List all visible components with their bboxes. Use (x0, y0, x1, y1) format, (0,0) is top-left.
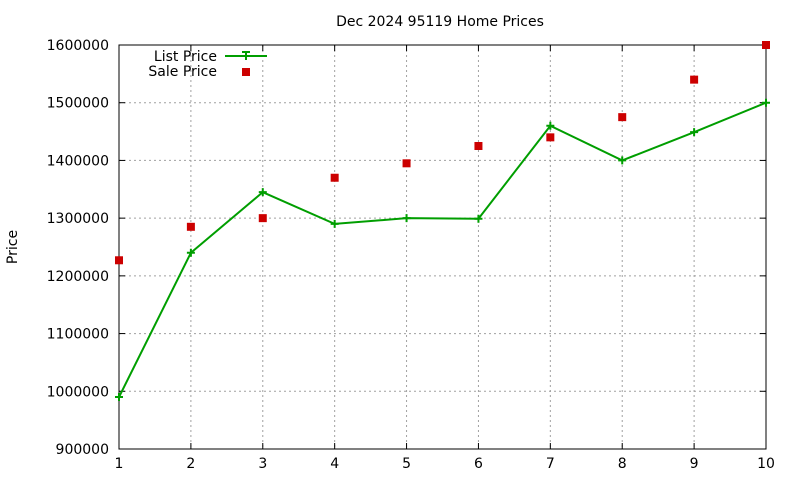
sale-price-point (762, 41, 770, 49)
sale-price-point (258, 214, 267, 223)
axis-ticks: 1 2 3 4 5 6 7 8 9 10 900000 1000000 1100000 1200000 13… (47, 38, 775, 472)
y-tick-label: 900000 (56, 442, 109, 458)
y-tick-label: 1500000 (47, 96, 109, 112)
x-tick-label: 5 (402, 456, 411, 472)
sale-price-point (186, 222, 195, 231)
x-tick-label: 2 (186, 456, 195, 472)
legend-label-list-price: List Price (154, 49, 217, 65)
list-price-point (618, 156, 627, 165)
x-tick-label: 9 (690, 456, 699, 472)
legend: List Price Sale Price (148, 49, 267, 80)
y-axis-label: Price (5, 230, 21, 264)
grid (119, 45, 766, 449)
legend-marker-sale-price (242, 68, 250, 76)
sale-price-point (115, 256, 123, 265)
list-price-point (474, 214, 483, 223)
list-price-point (258, 188, 267, 197)
sale-price-point (330, 173, 339, 182)
list-price-point (546, 121, 555, 130)
chart-title: Dec 2024 95119 Home Prices (336, 14, 544, 30)
x-tick-label: 3 (258, 456, 267, 472)
series-line-list-price (118, 101, 767, 398)
y-tick-label: 1300000 (47, 211, 109, 227)
y-tick-label: 1100000 (47, 327, 109, 343)
y-tick-label: 1600000 (47, 38, 109, 54)
list-price-point (690, 128, 699, 137)
sale-price-point (618, 113, 627, 122)
x-tick-label: 7 (546, 456, 555, 472)
sale-price-point (474, 142, 483, 150)
y-tick-label: 1000000 (47, 384, 109, 400)
plot-frame (118, 44, 767, 450)
x-tick-label: 6 (474, 456, 483, 472)
list-price-point (186, 248, 195, 257)
legend-marker-list-price (242, 51, 250, 60)
sale-price-point (546, 133, 555, 142)
x-tick-label: 1 (115, 456, 124, 472)
sale-price-point (690, 75, 699, 84)
list-price-point (762, 98, 770, 107)
y-tick-label: 1200000 (47, 269, 109, 285)
list-price-point (402, 214, 411, 223)
sale-price-point (402, 159, 411, 168)
y-tick-label: 1400000 (47, 153, 109, 169)
x-tick-label: 4 (330, 456, 339, 472)
x-tick-label: 10 (757, 456, 775, 472)
list-price-point (330, 219, 339, 228)
legend-label-sale-price: Sale Price (148, 64, 217, 80)
list-price-point (115, 393, 123, 402)
x-tick-label: 8 (618, 456, 627, 472)
series-layer (115, 41, 770, 402)
